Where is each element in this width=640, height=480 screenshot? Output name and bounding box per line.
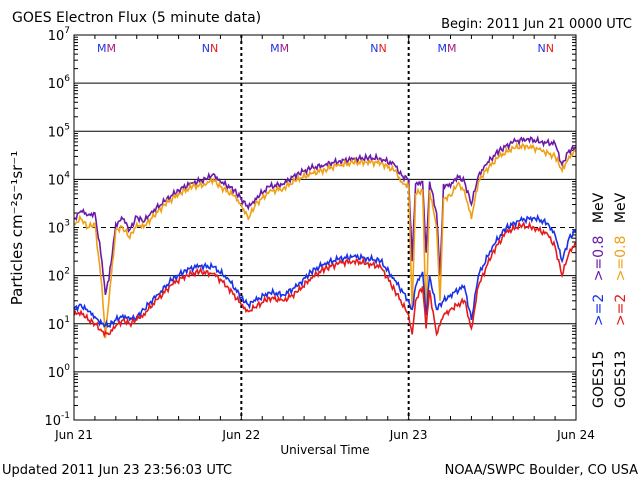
eclipse-marker: NN [538,42,554,55]
x-tick-label: Jun 24 [556,428,595,442]
y-tick-label: 10-1 [44,411,70,429]
legend: GOES15 >=2 >=0.8 MeV GOES13 >=2 >=0.8 Me… [591,192,629,408]
eclipse-marker: MM [97,42,116,55]
updated-timestamp: Updated 2011 Jun 23 23:56:03 UTC [2,463,232,478]
eclipse-marker: MM [270,42,289,55]
credit: NOAA/SWPC Boulder, CO USA [445,463,638,478]
y-tick-label: 106 [48,74,71,92]
legend-goes13: GOES13 >=2 >=0.8 MeV [613,192,629,408]
x-tick-labels: Jun 21 Jun 22 Jun 23 Jun 24 [54,428,595,442]
x-axis-label: Universal Time [280,443,369,457]
y-tick-label: 100 [48,363,71,381]
series-line-g13_2 [73,220,577,338]
legend-goes15-ge08: >=0.8 [591,236,607,282]
x-tick-label: Jun 22 [221,428,260,442]
x-tick-label: Jun 23 [389,428,428,442]
y-tick-label: 107 [48,26,70,44]
series-line-g15_2 [73,213,577,329]
legend-goes13-unit: MeV [613,192,629,223]
x-tick-label: Jun 21 [54,428,93,442]
grid [73,34,577,421]
eclipse-marker: NN [370,42,386,55]
series-line-g13_08 [73,141,577,339]
eclipse-marker: NN [202,42,218,55]
eclipse-marker: MM [438,42,457,55]
begin-label: Begin: 2011 Jun 21 0000 UTC [441,17,632,32]
y-tick-label: 105 [48,122,70,140]
series-lines [73,134,577,339]
legend-goes13-ge08: >=0.8 [613,236,629,282]
plot-frame [73,34,577,421]
y-tick-labels: 107 106 105 104 103 102 101 100 10-1 [44,26,70,429]
y-axis-label: Particles cm⁻²s⁻¹sr⁻¹ [8,151,26,305]
y-tick-label: 101 [48,315,70,333]
series-line-g15_08 [73,134,577,295]
legend-goes13-sat: GOES13 [613,351,629,408]
y-tick-label: 104 [48,170,71,188]
legend-goes15: GOES15 >=2 >=0.8 MeV [591,192,607,408]
legend-goes13-ge2: >=2 [613,294,629,326]
legend-goes15-unit: MeV [591,192,607,223]
satellite-markers: MM NN MM NN MM NN [97,42,554,55]
y-tick-label: 103 [48,219,70,237]
legend-goes15-ge2: >=2 [591,294,607,326]
legend-goes15-sat: GOES15 [591,351,607,408]
y-tick-label: 102 [48,267,70,285]
chart-title: GOES Electron Flux (5 minute data) [12,10,261,26]
